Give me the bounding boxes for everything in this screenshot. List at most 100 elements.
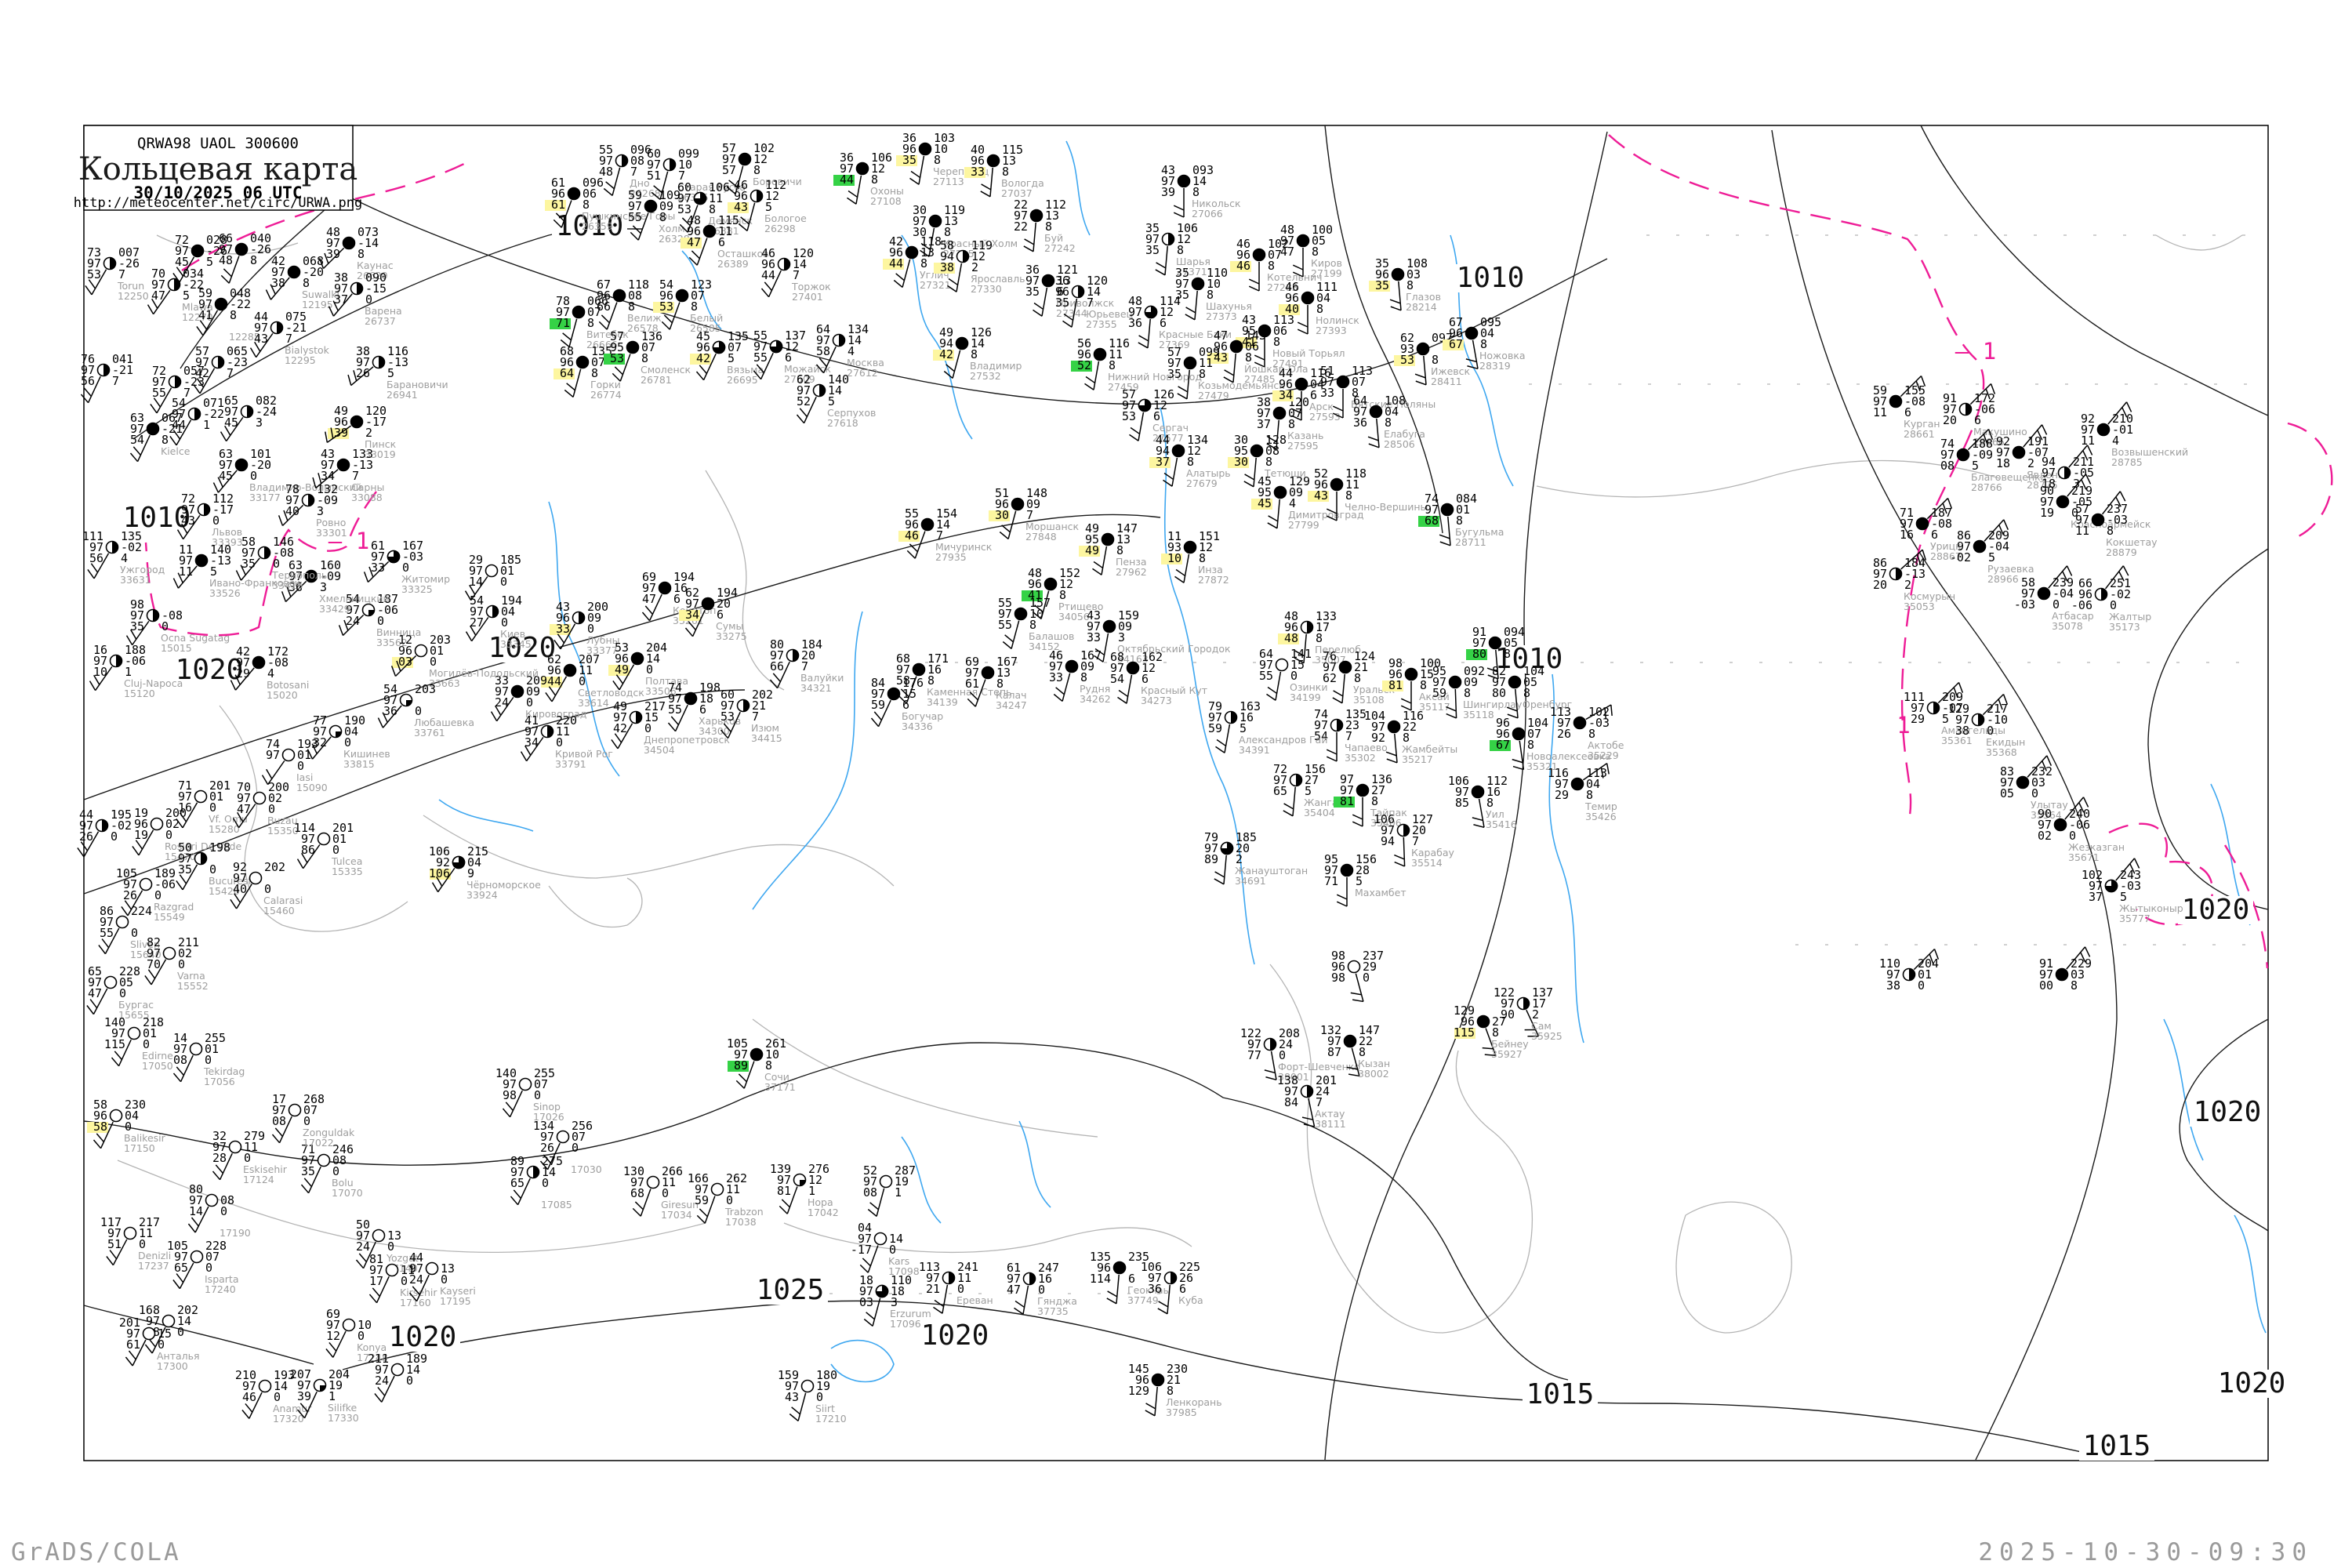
value-visibility: 97 (271, 265, 285, 279)
value-extra: 4 (848, 344, 855, 358)
value-extra: 7 (793, 268, 800, 282)
value-visibility: 93 (1167, 540, 1181, 554)
wind-barb-shaft (2101, 491, 2121, 515)
wind-barb-tick (543, 1154, 551, 1164)
wind-barb-tick (114, 1051, 122, 1061)
value-temperature: 55 (905, 506, 919, 521)
station-name: Calarasi (263, 895, 303, 906)
value-extra: 0 (358, 1329, 365, 1343)
station-name: Кривой Рог (555, 748, 613, 760)
value-visibility: 97 (2040, 495, 2054, 509)
value-tendency: -13 (352, 458, 373, 472)
wind-barb-tick (1033, 302, 1044, 310)
value-pressure: 261 (765, 1036, 786, 1051)
station-wmo-id: 28775 (2027, 479, 2058, 491)
station-wmo-id: 27321 (920, 279, 951, 291)
value-dewpoint: 37 (2089, 890, 2103, 904)
value-dewpoint: 48 (1284, 631, 1298, 645)
value-tendency: 14 (177, 1314, 191, 1328)
value-temperature: 73 (87, 245, 101, 260)
wind-barb-tick (1400, 698, 1412, 704)
value-tendency: 08 (1265, 444, 1279, 458)
value-visibility: 96 (687, 224, 701, 238)
value-visibility: 97 (375, 1363, 389, 1377)
value-highlight (541, 677, 562, 688)
value-extra: 0 (1918, 978, 1925, 993)
value-pressure: 075 (285, 310, 307, 324)
wind-barb-tick (300, 1184, 310, 1194)
value-dewpoint: 43 (1214, 350, 1228, 365)
station-wmo-id: 15120 (124, 688, 155, 699)
value-dewpoint: 57 (722, 163, 736, 177)
station-wmo-id: 35671 (2068, 851, 2100, 863)
station-wmo-id: 33562 (376, 637, 408, 648)
value-dewpoint: 42 (696, 351, 710, 365)
value-temperature: 72 (152, 364, 166, 378)
value-dewpoint: 61 (965, 677, 979, 691)
value-visibility: 97 (628, 199, 642, 213)
value-temperature: 42 (271, 254, 285, 268)
value-highlight (934, 263, 955, 274)
value-pressure: 193 (297, 737, 318, 751)
value-temperature: 74 (1425, 492, 1439, 506)
wind-barb-shaft (902, 259, 911, 288)
value-extra: 6 (1128, 1272, 1135, 1286)
value-dewpoint: 14 (189, 1204, 203, 1218)
value-tendency: -03 (2107, 513, 2128, 527)
value-extra: 0 (250, 469, 257, 483)
value-temperature: 56 (1077, 336, 1091, 350)
wind-barb-tick (1244, 474, 1255, 481)
station-wmo-id: 27679 (1186, 477, 1218, 489)
station-wmo-id: 34300 (699, 725, 730, 737)
value-extra: 8 (1316, 631, 1323, 645)
value-pressure: 187 (1931, 506, 1952, 520)
svg-text:1020: 1020 (488, 632, 557, 664)
value-pressure: 217 (139, 1215, 160, 1229)
value-pressure: 099 (1199, 345, 1220, 359)
value-temperature: 58 (2021, 575, 2035, 590)
value-visibility: 97 (859, 1284, 873, 1298)
value-pressure: 112 (212, 492, 234, 506)
wind-barb-tick (1942, 503, 1947, 514)
station-wmo-id: 33088 (351, 492, 383, 503)
value-visibility: 97 (1323, 660, 1337, 674)
value-tendency: 05 (1312, 234, 1326, 248)
value-extra: 8 (1523, 686, 1530, 700)
wind-barb-tick (2129, 863, 2136, 874)
value-pressure: 194 (717, 586, 738, 600)
wind-barb-tick (670, 716, 679, 726)
wind-barb-tick (363, 572, 369, 583)
value-pressure: 120 (365, 404, 387, 418)
value-tendency: 08 (628, 289, 642, 303)
value-temperature: 19 (134, 806, 148, 820)
value-temperature: 90 (2040, 484, 2054, 498)
wind-barb-tick (2084, 946, 2091, 957)
wind-barb-tick (1352, 814, 1363, 820)
value-pressure: 082 (256, 394, 277, 408)
station-name: Красные Баки (1159, 328, 1232, 340)
value-extra: 5 (765, 200, 772, 214)
value-tendency: -02 (2110, 587, 2131, 601)
value-highlight (87, 1122, 108, 1133)
value-extra: 0 (143, 1037, 150, 1051)
front-lines (144, 134, 2333, 969)
wind-barb-tick (1264, 1069, 1276, 1074)
value-pressure: 209 (1988, 528, 2009, 543)
wind-barb-shaft (1270, 1051, 1277, 1080)
station-wmo-id: 27373 (1206, 310, 1237, 322)
value-tendency: -07 (2027, 445, 2049, 459)
value-tendency: -05 (2071, 495, 2092, 509)
value-temperature: 12 (398, 633, 412, 647)
wind-barb-tick (1216, 739, 1227, 747)
